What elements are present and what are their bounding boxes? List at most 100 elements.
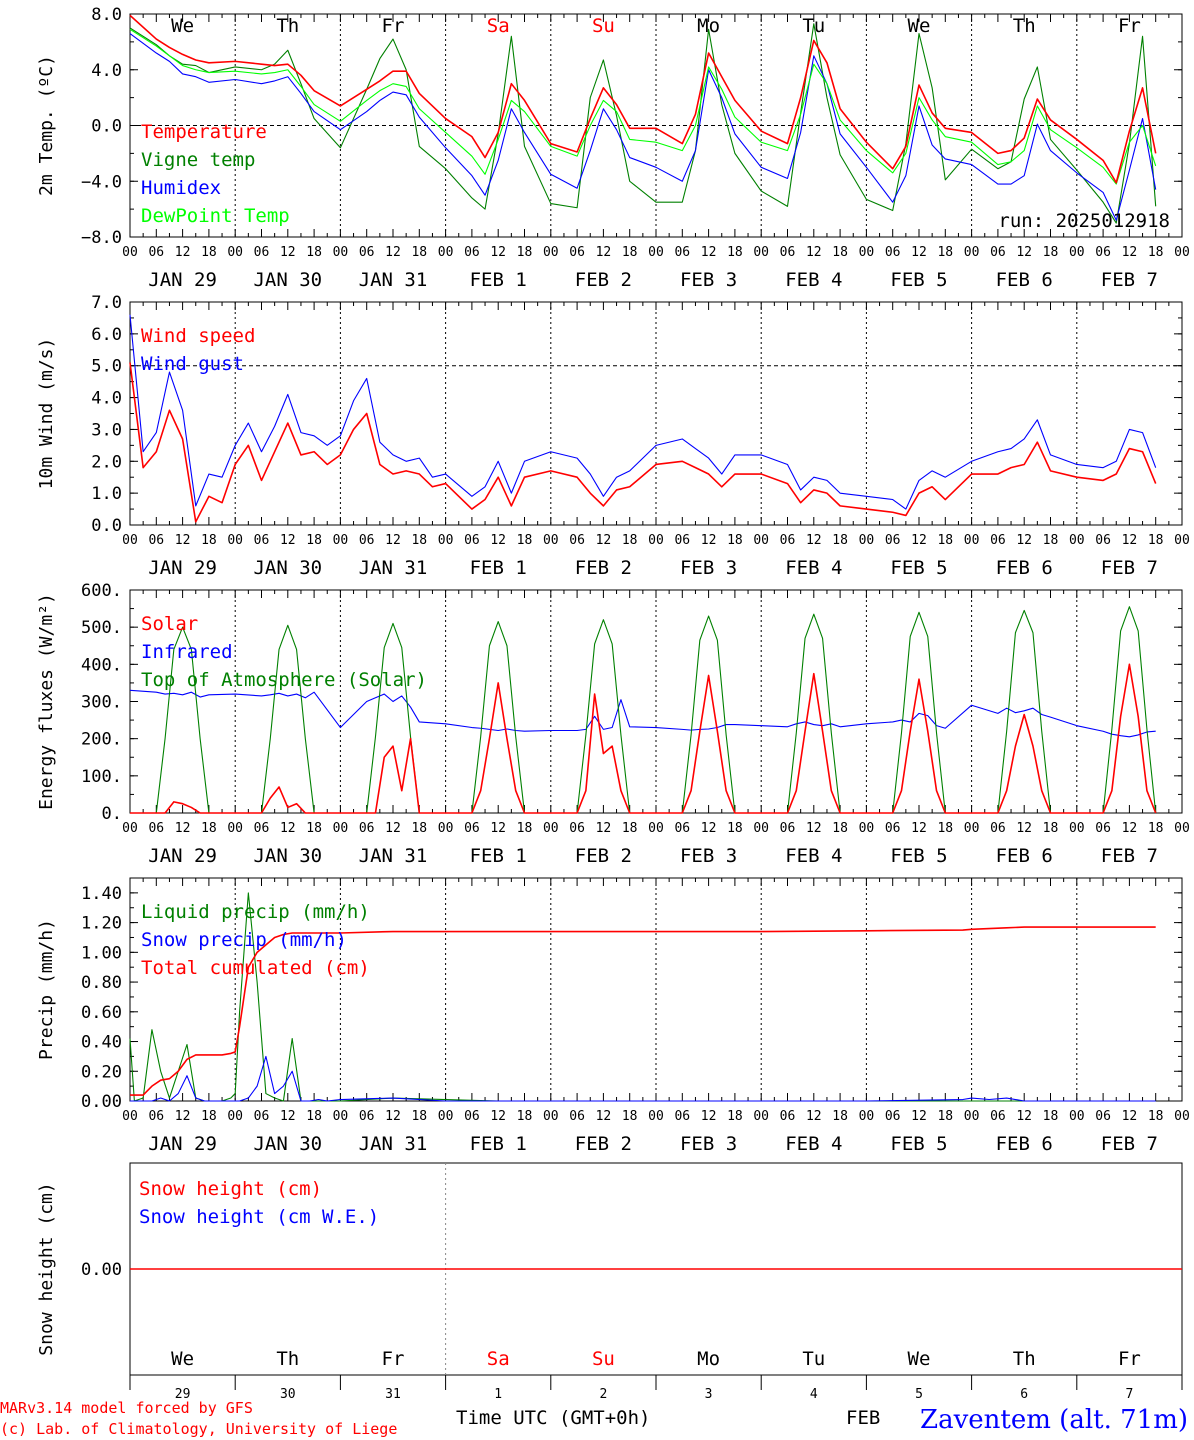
date-label: FEB 7 — [1101, 845, 1158, 867]
date-label: FEB 4 — [785, 1133, 842, 1155]
hour-tick-label: 12 — [1122, 1109, 1138, 1124]
hour-tick-label: 18 — [517, 245, 533, 260]
hour-tick-label: 06 — [780, 533, 796, 548]
hour-tick-label: 06 — [780, 245, 796, 260]
date-label: FEB 1 — [470, 845, 527, 867]
month-label: FEB — [846, 1407, 880, 1429]
series-line-infrared — [129, 689, 1156, 738]
date-label: FEB 4 — [785, 269, 842, 291]
hour-tick-label: 06 — [464, 1109, 480, 1124]
hour-tick-label: 18 — [517, 821, 533, 836]
hour-tick-label: 12 — [701, 1109, 717, 1124]
y-tick-label: 5.0 — [91, 357, 122, 377]
hour-tick-label: 18 — [1043, 1109, 1059, 1124]
y-tick-label: 1.40 — [81, 884, 122, 904]
hour-tick-label: 18 — [832, 1109, 848, 1124]
hour-tick-label: 00 — [859, 245, 875, 260]
date-label: FEB 2 — [575, 557, 632, 579]
y-tick-label: 600. — [81, 581, 122, 601]
day-of-week-label: Sa — [487, 1348, 510, 1370]
hour-tick-label: 00 — [1174, 533, 1190, 548]
hour-tick-label: 18 — [306, 821, 322, 836]
day-of-week-label: Mo — [697, 1348, 720, 1370]
hour-tick-label: 00 — [648, 1109, 664, 1124]
hour-tick-label: 18 — [306, 533, 322, 548]
hour-tick-label: 06 — [674, 533, 690, 548]
legend-entry: Infrared — [141, 641, 233, 663]
hour-tick-label: 00 — [438, 1109, 454, 1124]
hour-tick-label: 06 — [1095, 245, 1111, 260]
hour-tick-label: 18 — [411, 821, 427, 836]
date-label: FEB 2 — [575, 1133, 632, 1155]
hour-tick-label: 06 — [780, 821, 796, 836]
hour-tick-label: 00 — [753, 245, 769, 260]
series-line-solar — [130, 663, 1157, 814]
hour-tick-label: 00 — [1069, 821, 1085, 836]
hour-tick-label: 12 — [385, 1109, 401, 1124]
hour-tick-label: 12 — [701, 245, 717, 260]
hour-tick-label: 18 — [411, 533, 427, 548]
day-of-week-label: We — [908, 1348, 931, 1370]
day-of-week-label: Fr — [1118, 15, 1141, 37]
y-tick-label: 0.20 — [81, 1062, 122, 1082]
y-tick-label: 300. — [81, 693, 122, 713]
day-of-week-label: Fr — [382, 15, 405, 37]
date-label: FEB 3 — [680, 557, 737, 579]
date-label: FEB 6 — [996, 1133, 1053, 1155]
station-label: Zaventem (alt. 71m) — [920, 1405, 1188, 1435]
date-label: JAN 29 — [148, 269, 217, 291]
legend-entry: Solar — [141, 613, 198, 635]
hour-tick-label: 12 — [490, 533, 506, 548]
date-label: JAN 31 — [359, 557, 428, 579]
hour-tick-label: 18 — [411, 245, 427, 260]
hour-tick-label: 00 — [227, 533, 243, 548]
hour-tick-label: 00 — [438, 533, 454, 548]
date-label: JAN 30 — [253, 845, 322, 867]
hour-tick-label: 06 — [148, 533, 164, 548]
legend-entry: Top of Atmosphere (Solar) — [141, 669, 427, 691]
hour-tick-label: 00 — [964, 533, 980, 548]
hour-tick-label: 06 — [464, 533, 480, 548]
y-tick-label: 500. — [81, 618, 122, 638]
y-axis-label: 10m Wind (m/s) — [36, 338, 57, 490]
hour-tick-label: 18 — [937, 533, 953, 548]
day-of-week-label: Sa — [487, 15, 510, 37]
hour-tick-label: 18 — [727, 245, 743, 260]
hour-tick-label: 18 — [727, 821, 743, 836]
hour-tick-label: 06 — [1095, 1109, 1111, 1124]
hour-tick-label: 18 — [727, 533, 743, 548]
hour-tick-label: 00 — [333, 245, 349, 260]
hour-tick-label: 12 — [1016, 533, 1032, 548]
y-tick-label: 1.20 — [81, 914, 122, 934]
day-of-month-label: 2 — [599, 1387, 607, 1402]
series-line-temperature — [129, 14, 1157, 184]
hour-tick-label: 12 — [1122, 245, 1138, 260]
date-label: FEB 2 — [575, 269, 632, 291]
day-of-week-label: Fr — [382, 1348, 405, 1370]
legend-entry: Snow height (cm W.E.) — [139, 1206, 379, 1228]
date-label: JAN 29 — [148, 1133, 217, 1155]
hour-tick-label: 00 — [543, 821, 559, 836]
hour-tick-label: 06 — [254, 245, 270, 260]
hour-tick-label: 00 — [753, 1109, 769, 1124]
hour-tick-label: 00 — [1174, 245, 1190, 260]
series-line-wind-speed — [129, 362, 1157, 523]
legend-entry: Total cumulated (cm) — [141, 957, 370, 979]
date-label: FEB 7 — [1101, 1133, 1158, 1155]
hour-tick-label: 00 — [543, 533, 559, 548]
date-label: FEB 5 — [890, 557, 947, 579]
date-label: JAN 31 — [359, 269, 428, 291]
hour-tick-label: 12 — [490, 245, 506, 260]
day-of-month-label: 31 — [385, 1387, 401, 1402]
panel-3: 600. 500. 400. 300. 200. 100. 0. Energy fluxes … — [36, 581, 1190, 867]
hour-tick-label: 18 — [832, 245, 848, 260]
day-of-week-label: Su — [592, 15, 615, 37]
hour-tick-label: 00 — [543, 245, 559, 260]
hour-tick-label: 18 — [727, 1109, 743, 1124]
y-tick-label: 0. — [102, 804, 122, 824]
hour-tick-label: 06 — [464, 821, 480, 836]
hour-tick-label: 00 — [1174, 1109, 1190, 1124]
hour-tick-label: 12 — [1122, 821, 1138, 836]
y-tick-label: 100. — [81, 767, 122, 787]
hour-tick-label: 00 — [227, 821, 243, 836]
